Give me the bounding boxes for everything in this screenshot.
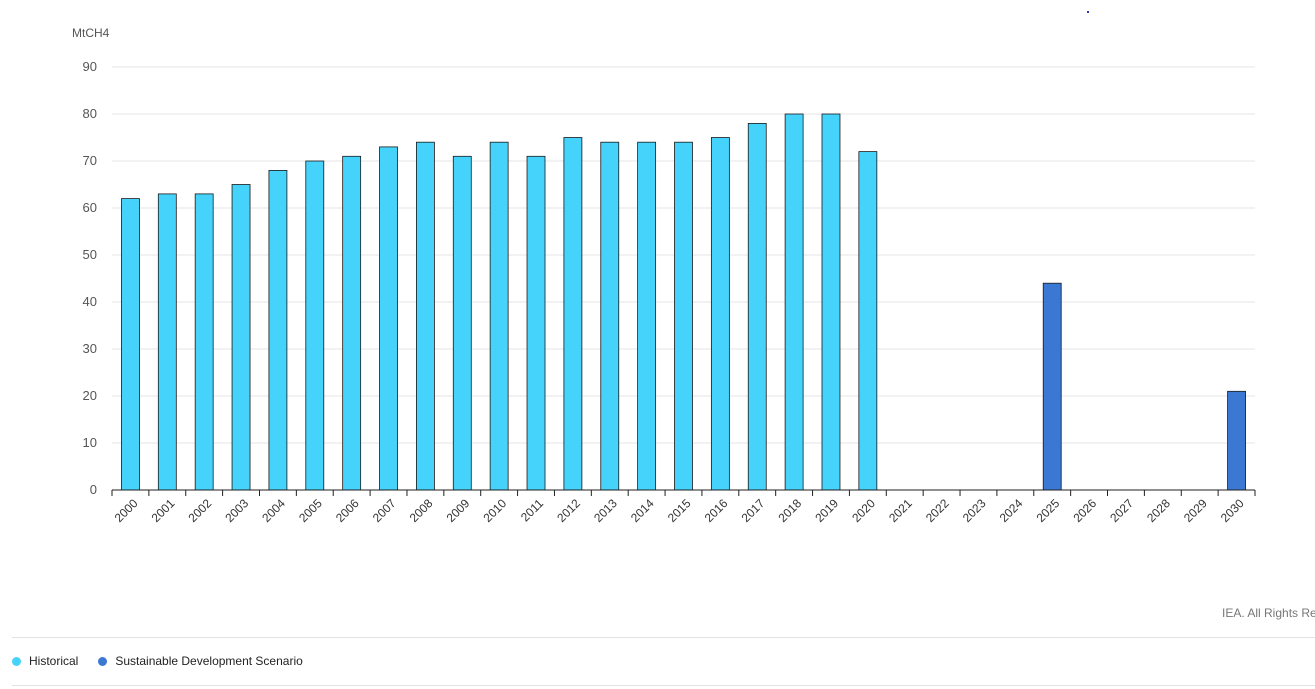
- bar-historical-2017[interactable]: [747, 123, 767, 491]
- stray-pixel-mark: [1087, 11, 1089, 13]
- bar-historical-2018[interactable]: [784, 113, 804, 491]
- x-tick-label: 2030: [1218, 496, 1247, 525]
- x-tick-label: 2014: [628, 496, 657, 525]
- bar-historical-2013[interactable]: [600, 141, 620, 491]
- bar-historical-2007[interactable]: [379, 146, 398, 491]
- legend-divider-bottom: [12, 685, 1315, 686]
- bar-historical-2015[interactable]: [674, 141, 693, 491]
- x-tick-label: 2017: [739, 496, 768, 525]
- x-tick-label: 2020: [849, 496, 878, 525]
- bar-historical-2016[interactable]: [710, 137, 730, 491]
- x-tick-label: 2023: [960, 496, 989, 525]
- y-tick-label: 90: [83, 59, 97, 74]
- x-tick-label: 2008: [407, 496, 436, 525]
- bar-historical-2003[interactable]: [231, 184, 251, 491]
- bar-historical-2010[interactable]: [489, 141, 509, 491]
- y-axis-unit-label: MtCH4: [72, 26, 110, 40]
- x-tick-label: 2029: [1181, 496, 1210, 525]
- y-tick-label: 70: [83, 153, 97, 168]
- x-tick-label: 2001: [149, 496, 178, 525]
- x-tick-label: 2006: [333, 496, 362, 525]
- bar-historical-2006[interactable]: [342, 155, 362, 491]
- bar-historical-2005[interactable]: [305, 160, 325, 491]
- legend-label-historical: Historical: [29, 654, 79, 668]
- x-tick-label: 2000: [112, 496, 141, 525]
- legend-dot-historical: [12, 656, 21, 666]
- x-tick-label: 2028: [1144, 496, 1173, 525]
- x-tick-label: 2022: [923, 496, 952, 525]
- bar-historical-2009[interactable]: [452, 155, 472, 491]
- x-tick-label: 2005: [296, 496, 325, 525]
- x-tick-label: 2012: [554, 496, 583, 525]
- bar-historical-2011[interactable]: [526, 155, 546, 491]
- x-tick-label: 2016: [702, 496, 731, 525]
- x-tick-label: 2004: [259, 496, 288, 525]
- x-tick-label: 2010: [480, 496, 509, 525]
- y-tick-label: 30: [83, 341, 97, 356]
- y-tick-label: 0: [90, 482, 97, 497]
- bar-historical-2020[interactable]: [858, 151, 878, 491]
- bar-historical-2002[interactable]: [194, 193, 214, 491]
- y-tick-label: 40: [83, 294, 97, 309]
- source-credit: IEA. All Rights Re: [1222, 606, 1315, 620]
- legend-item-sds[interactable]: Sustainable Development Scenario: [98, 654, 303, 668]
- bar-sds-2025[interactable]: [1042, 282, 1062, 491]
- x-tick-label: 2025: [1034, 496, 1063, 525]
- y-tick-label: 60: [83, 200, 97, 215]
- bar-historical-2001[interactable]: [157, 193, 177, 491]
- y-tick-label: 80: [83, 106, 97, 121]
- x-tick-label: 2002: [186, 496, 215, 525]
- legend-dot-sds: [98, 656, 108, 666]
- legend-label-sds: Sustainable Development Scenario: [115, 654, 303, 668]
- x-tick-label: 2003: [222, 496, 251, 525]
- y-axis-ticks: 0 10 20 30 40 50 60 70 80 90: [83, 59, 97, 497]
- legend-item-historical[interactable]: Historical: [12, 654, 78, 668]
- x-tick-label: 2015: [665, 496, 694, 525]
- x-tick-label: 2024: [997, 496, 1026, 525]
- x-tick-label: 2007: [370, 496, 399, 525]
- x-tick-label: 2018: [775, 496, 804, 525]
- x-tick-label: 2019: [812, 496, 841, 525]
- x-axis: 2000 2001 2002 2003 2004 2005 2006 2007 2008 2009…: [111, 489, 1256, 525]
- bar-sds-2030[interactable]: [1227, 390, 1246, 491]
- x-tick-label: 2011: [518, 496, 546, 524]
- bar-historical-2008[interactable]: [416, 141, 435, 491]
- x-tick-label: 2027: [1107, 496, 1136, 525]
- y-tick-label: 20: [83, 388, 97, 403]
- x-tick-label: 2026: [1070, 496, 1099, 525]
- chart-legend: Historical Sustainable Development Scena…: [12, 654, 303, 668]
- bar-historical-2019[interactable]: [821, 113, 841, 491]
- bar-historical-2012[interactable]: [563, 137, 583, 491]
- bar-historical-2000[interactable]: [121, 198, 140, 491]
- y-tick-label: 50: [83, 247, 97, 262]
- y-tick-label: 10: [83, 435, 97, 450]
- bar-historical-2014[interactable]: [637, 141, 657, 491]
- bar-historical-2004[interactable]: [268, 169, 288, 491]
- legend-divider-top: [12, 637, 1315, 638]
- bars: [121, 113, 1246, 491]
- x-tick-label: 2013: [591, 496, 620, 525]
- x-tick-label: 2009: [444, 496, 473, 525]
- x-tick-label: 2021: [886, 496, 915, 525]
